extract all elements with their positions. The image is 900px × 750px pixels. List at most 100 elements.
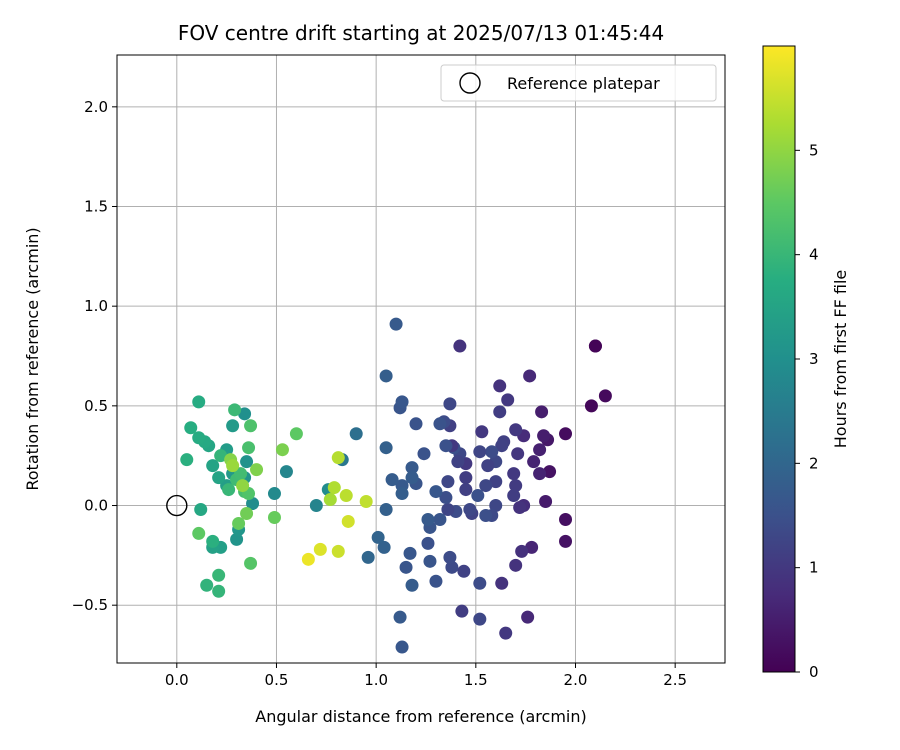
x-tick-label: 1.0 xyxy=(364,671,388,689)
data-point xyxy=(479,479,493,493)
colorbar: 0 1 2 3 4 5 Hours from first FF file xyxy=(762,45,850,681)
data-point xyxy=(226,419,240,433)
data-point xyxy=(331,451,345,465)
data-point xyxy=(238,407,252,421)
legend: Reference platepar xyxy=(440,64,717,102)
data-point xyxy=(389,317,403,331)
data-point xyxy=(473,445,487,459)
data-point xyxy=(421,512,435,526)
data-point xyxy=(405,578,419,592)
data-point xyxy=(509,479,523,493)
data-point xyxy=(451,455,465,469)
data-point xyxy=(473,576,487,590)
data-point xyxy=(459,471,473,485)
data-point xyxy=(379,503,393,517)
data-point xyxy=(485,445,499,459)
data-point xyxy=(511,447,525,461)
data-point xyxy=(267,510,281,524)
reference-platepar-marker xyxy=(166,494,188,517)
data-point xyxy=(246,497,260,511)
data-point xyxy=(507,489,521,503)
data-point xyxy=(543,465,557,479)
data-point xyxy=(230,532,244,546)
y-axis-ticks: −0.5 0.0 0.5 1.0 1.5 2.0 xyxy=(72,98,117,614)
colorbar-tick-label: 5 xyxy=(809,141,819,159)
data-point xyxy=(361,550,375,564)
legend-label: Reference platepar xyxy=(507,74,660,93)
data-point xyxy=(395,395,409,409)
y-tick-label: 1.0 xyxy=(84,297,108,315)
data-point xyxy=(371,530,385,544)
plot-frame xyxy=(116,54,726,664)
data-point xyxy=(214,449,228,463)
data-point xyxy=(323,493,337,507)
data-point xyxy=(489,499,503,513)
y-tick-label: 0.5 xyxy=(84,397,108,415)
data-point xyxy=(405,471,419,485)
data-point xyxy=(445,560,459,574)
data-point xyxy=(349,427,363,441)
data-point xyxy=(301,552,315,566)
data-point xyxy=(459,483,473,497)
data-point xyxy=(475,425,489,439)
data-point xyxy=(584,399,598,413)
data-point xyxy=(559,534,573,548)
x-axis-label: Angular distance from reference (arcmin) xyxy=(255,707,586,726)
data-point xyxy=(501,393,515,407)
data-point xyxy=(479,508,493,522)
data-point xyxy=(539,495,553,509)
legend-box xyxy=(440,64,717,102)
data-point xyxy=(471,489,485,503)
data-point xyxy=(206,534,220,548)
data-point xyxy=(513,501,527,515)
data-point xyxy=(226,459,240,473)
y-tick-label: −0.5 xyxy=(72,596,108,614)
colorbar-gradient xyxy=(762,45,796,673)
x-tick-label: 1.5 xyxy=(464,671,488,689)
colorbar-tick-label: 2 xyxy=(809,454,819,472)
data-point xyxy=(481,459,495,473)
colorbar-tick-label: 0 xyxy=(809,663,819,681)
data-point xyxy=(429,485,443,499)
data-point xyxy=(537,429,551,443)
data-point xyxy=(313,542,327,556)
data-point xyxy=(441,475,455,489)
x-tick-label: 2.0 xyxy=(564,671,588,689)
data-point xyxy=(439,439,453,453)
data-point xyxy=(339,489,353,503)
data-point xyxy=(493,405,507,419)
data-point xyxy=(433,417,447,431)
data-point xyxy=(405,461,419,475)
data-point xyxy=(441,503,455,517)
data-point xyxy=(327,481,341,495)
data-point xyxy=(521,610,535,624)
data-point xyxy=(509,558,523,572)
legend-open-circle-marker xyxy=(459,72,481,94)
y-tick-label: 2.0 xyxy=(84,98,108,116)
data-point xyxy=(525,540,539,554)
data-point xyxy=(588,339,602,353)
data-point xyxy=(443,550,457,564)
colorbar-tick-label: 1 xyxy=(809,559,819,577)
data-point xyxy=(377,540,391,554)
data-point xyxy=(417,447,431,461)
data-point xyxy=(289,427,303,441)
data-point xyxy=(385,473,399,487)
data-point xyxy=(489,475,503,489)
data-point xyxy=(234,467,248,481)
data-point xyxy=(439,491,453,505)
data-point xyxy=(507,467,521,481)
data-point xyxy=(421,536,435,550)
x-axis-ticks: 0.0 0.5 1.0 1.5 2.0 2.5 xyxy=(165,663,687,689)
data-point xyxy=(242,441,256,455)
data-point xyxy=(180,453,194,467)
data-point xyxy=(212,584,226,598)
data-point xyxy=(409,417,423,431)
data-point xyxy=(192,526,206,540)
data-point xyxy=(509,423,523,437)
data-point xyxy=(184,421,198,435)
colorbar-tick-label: 4 xyxy=(809,246,819,264)
data-point xyxy=(527,455,541,469)
data-point xyxy=(533,467,547,481)
data-point xyxy=(515,544,529,558)
